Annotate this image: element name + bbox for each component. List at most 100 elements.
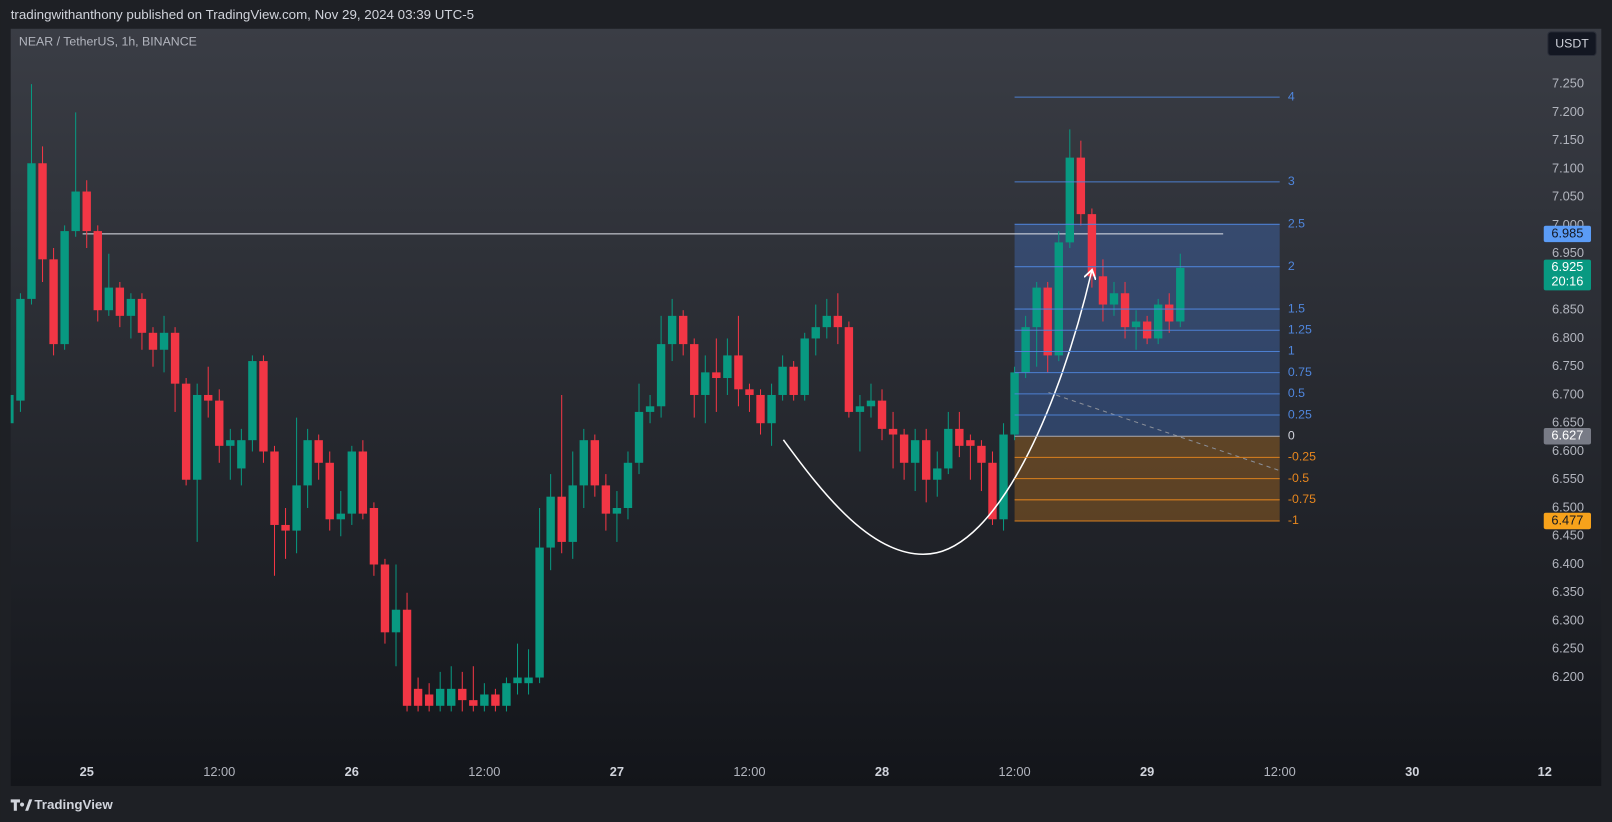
fib-level-label: -1: [1288, 513, 1299, 527]
candle-body: [391, 609, 401, 633]
y-tick-label: 6.450: [1552, 528, 1584, 543]
footer-logo: [10, 799, 33, 811]
candle-body: [215, 400, 224, 446]
candle-body: [27, 163, 36, 299]
x-tick-label: 12:00: [468, 764, 500, 779]
candle-body: [170, 332, 180, 384]
fib-level-label: -0.5: [1288, 471, 1309, 485]
candle-body: [1032, 287, 1041, 328]
hline-badge: [1543, 225, 1592, 243]
candle-body: [756, 394, 765, 424]
y-tick-label: 6.300: [1552, 612, 1584, 627]
y-tick-label: 7.100: [1552, 160, 1584, 175]
x-tick-label: 28: [875, 764, 889, 779]
candle-body: [491, 694, 500, 706]
candle-body: [513, 677, 522, 684]
y-tick-label: 6.650: [1552, 415, 1584, 430]
chart-panel: [10, 28, 1602, 787]
fib-level-label: 0.5: [1288, 386, 1305, 400]
x-tick-label: 12: [1538, 764, 1552, 779]
y-tick-label: 6.750: [1552, 358, 1584, 373]
candle-body: [855, 406, 865, 412]
candle-body: [877, 400, 887, 429]
candle-body: [480, 694, 489, 706]
candle-body: [977, 445, 986, 463]
fib-base-badge-label: 6.627: [1551, 428, 1583, 443]
candle-body: [181, 383, 191, 480]
candle-body: [159, 332, 169, 350]
x-tick-label: 30: [1405, 764, 1419, 779]
candle-body: [49, 259, 58, 345]
candle-body: [535, 547, 544, 678]
fib-base-badge: [1543, 428, 1592, 445]
candle-body: [469, 700, 478, 706]
candle-body: [701, 372, 710, 395]
y-tick-label: 7.150: [1552, 132, 1584, 147]
candle-body: [126, 298, 136, 316]
candle-body: [82, 191, 91, 232]
y-tick-label: 6.600: [1552, 443, 1584, 458]
publisher-line: tradingwithanthony published on TradingV…: [11, 7, 474, 22]
candle-body: [137, 298, 147, 333]
candle-body: [10, 394, 14, 424]
candle-body: [292, 485, 301, 531]
candle-body: [1010, 372, 1019, 435]
candle-body: [546, 496, 555, 548]
fib-level-label: 0.25: [1288, 407, 1312, 421]
fib-level-label: -0.75: [1288, 492, 1316, 506]
x-tick-label: 12:00: [1264, 764, 1296, 779]
candle-body: [579, 440, 588, 486]
candle-body: [115, 287, 125, 316]
curve-arrow: [782, 271, 1091, 555]
candle-body: [1165, 304, 1174, 322]
currency-label[interactable]: USDT: [1555, 36, 1589, 50]
candle-body: [988, 462, 997, 520]
candle-body: [922, 440, 931, 480]
fib-level-label: 0.75: [1288, 365, 1312, 379]
candle-body: [1109, 293, 1119, 305]
candle-body: [590, 440, 600, 486]
candle-body: [380, 564, 390, 633]
fib-level-label: 1: [1288, 344, 1295, 358]
candle-body: [833, 315, 843, 328]
fib-target-badge-label: 6.477: [1551, 512, 1583, 527]
footer-brand: TradingView: [34, 797, 113, 812]
x-tick-label: 27: [610, 764, 624, 779]
candle-body: [944, 428, 953, 469]
candle-body: [1043, 287, 1052, 356]
candle-body: [800, 338, 809, 395]
candle-body: [148, 332, 158, 350]
y-tick-label: 6.350: [1552, 584, 1584, 599]
candle-body: [435, 688, 445, 706]
fib-level-label: 4: [1288, 89, 1295, 103]
currency-button[interactable]: [1547, 31, 1597, 56]
y-tick-label: 6.200: [1552, 669, 1584, 684]
candle-body: [413, 688, 423, 706]
candle-body: [1065, 157, 1075, 243]
candle-body: [1120, 293, 1130, 328]
candle-body: [966, 440, 975, 446]
candle-body: [778, 366, 787, 395]
fib-level-label: 2.5: [1288, 217, 1305, 231]
candle-body: [259, 361, 268, 452]
candle-body: [270, 451, 279, 525]
candle-body: [910, 440, 920, 463]
candle-body: [248, 361, 257, 441]
candle-body: [745, 389, 754, 395]
y-tick-label: 6.950: [1552, 245, 1584, 260]
fib-level-label: 0: [1288, 428, 1295, 442]
candle-body: [568, 485, 577, 542]
symbol-title: NEAR / TetherUS, 1h, BINANCE: [19, 34, 197, 48]
last-price-badge-countdown: 20:16: [1551, 274, 1583, 289]
fib-level-label: -0.25: [1288, 450, 1316, 464]
y-tick-label: 6.400: [1552, 556, 1584, 571]
candle-body: [612, 507, 622, 514]
candle-body: [844, 327, 854, 412]
candle-body: [667, 315, 677, 345]
last-price-badge: [1543, 259, 1592, 291]
candle-body: [690, 344, 699, 395]
hline-badge-label: 6.985: [1551, 225, 1583, 240]
fib-level-label: 1.5: [1288, 301, 1305, 315]
candle-body: [678, 315, 688, 345]
